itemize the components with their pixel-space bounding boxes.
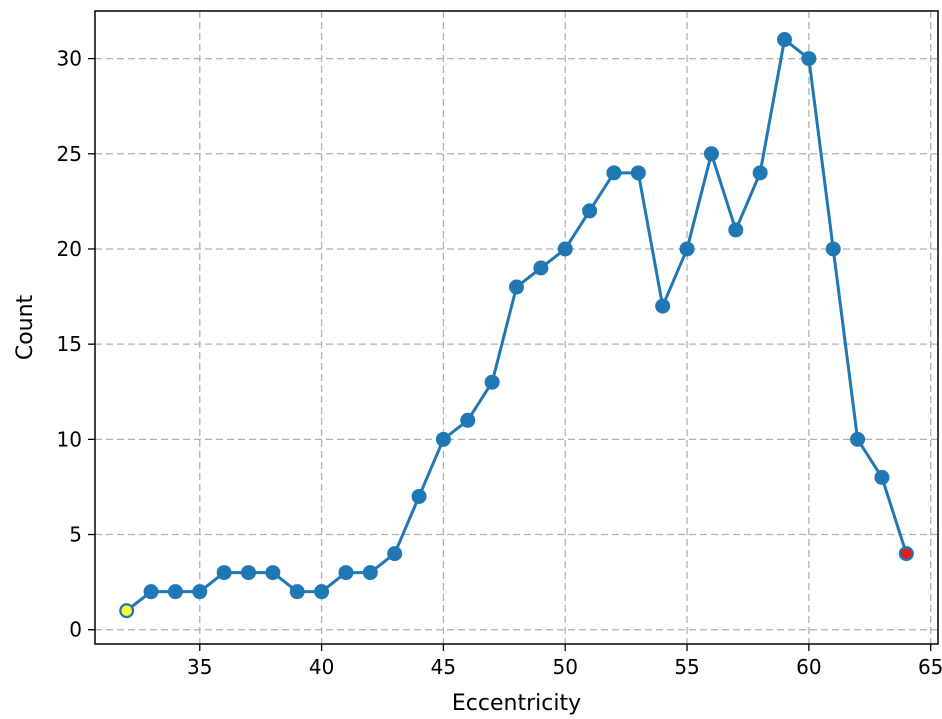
x-tick-label: 60	[796, 655, 821, 679]
data-point	[314, 584, 330, 600]
data-point	[289, 584, 305, 600]
y-tick-label: 5	[69, 523, 82, 547]
series-line	[125, 38, 908, 612]
data-point	[703, 146, 719, 162]
data-point	[460, 412, 476, 428]
data-point	[874, 469, 890, 485]
highlight-point	[119, 603, 134, 618]
x-tick-label: 45	[431, 655, 456, 679]
data-point	[143, 584, 159, 600]
x-tick-label: 50	[553, 655, 578, 679]
data-point	[435, 431, 451, 447]
data-point	[484, 374, 500, 390]
data-point	[509, 279, 524, 295]
data-point	[240, 565, 256, 581]
data-point	[850, 431, 866, 447]
data-point	[752, 165, 768, 181]
x-tick-label: 40	[309, 655, 334, 679]
data-point	[192, 584, 208, 600]
data-point	[582, 203, 598, 219]
data-point	[777, 32, 793, 48]
y-tick-label: 0	[69, 618, 82, 642]
data-point	[387, 546, 403, 562]
data-point	[630, 165, 646, 181]
data-point	[216, 565, 232, 581]
x-tick-label: 35	[187, 655, 212, 679]
data-point	[728, 222, 744, 238]
data-points	[119, 32, 914, 619]
data-point	[167, 584, 183, 600]
data-point	[655, 298, 671, 314]
data-point	[825, 241, 841, 257]
x-axis-label: Eccentricity	[452, 691, 581, 716]
series-line-layer	[125, 38, 908, 612]
data-point	[265, 565, 281, 581]
data-point	[679, 241, 695, 257]
plot-frame	[94, 10, 939, 645]
grid	[95, 11, 938, 644]
ticks: 35 40 45 50 55 60 65 0 5 10 15 20 25 30	[57, 47, 942, 679]
data-point	[801, 51, 817, 67]
data-point	[557, 241, 573, 257]
x-tick-label: 65	[918, 655, 942, 679]
y-tick-label: 25	[57, 142, 82, 166]
y-tick-label: 30	[57, 47, 82, 71]
data-point	[411, 488, 427, 504]
data-point	[362, 565, 378, 581]
data-point	[338, 565, 354, 581]
y-tick-label: 15	[57, 332, 82, 356]
data-point	[606, 165, 622, 181]
highlight-point	[899, 546, 914, 561]
y-tick-label: 20	[57, 237, 82, 261]
data-point	[533, 260, 549, 276]
x-tick-label: 55	[674, 655, 699, 679]
y-axis-label: Count	[13, 294, 38, 360]
y-tick-label: 10	[57, 427, 82, 451]
